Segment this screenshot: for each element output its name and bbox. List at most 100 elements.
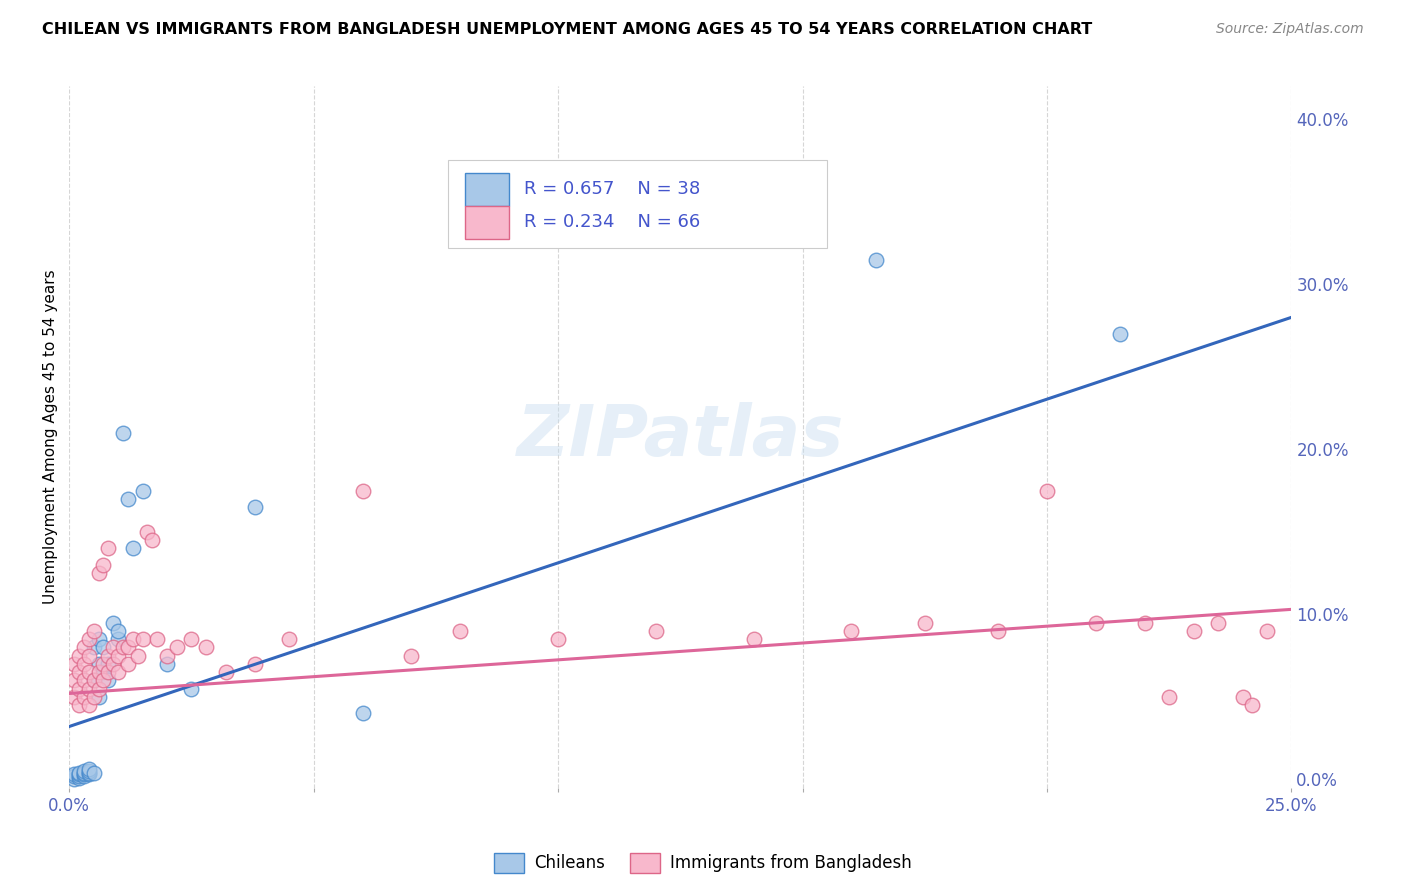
Point	[841, 624, 863, 638]
Point	[1084, 615, 1107, 630]
Point	[215, 665, 238, 679]
Point	[83, 690, 105, 704]
Point	[63, 673, 86, 688]
Point	[1241, 698, 1264, 712]
Point	[93, 665, 115, 679]
Point	[83, 624, 105, 638]
Point	[111, 425, 134, 440]
Point	[63, 657, 86, 671]
Point	[73, 657, 96, 671]
Point	[87, 657, 110, 671]
Point	[914, 615, 936, 630]
Point	[1036, 483, 1059, 498]
Point	[87, 665, 110, 679]
FancyBboxPatch shape	[465, 173, 509, 206]
Point	[136, 524, 159, 539]
Point	[547, 632, 569, 646]
Point	[121, 632, 143, 646]
Point	[93, 558, 115, 572]
Point	[83, 673, 105, 688]
Point	[67, 771, 90, 785]
Point	[107, 632, 129, 646]
Point	[77, 698, 100, 712]
Point	[1159, 690, 1181, 704]
Point	[131, 632, 153, 646]
Point	[243, 500, 266, 514]
Point	[67, 648, 90, 663]
Point	[103, 615, 125, 630]
Point	[77, 665, 100, 679]
Text: Source: ZipAtlas.com: Source: ZipAtlas.com	[1216, 22, 1364, 37]
Point	[83, 765, 105, 780]
Point	[73, 769, 96, 783]
Point	[77, 763, 100, 777]
Text: R = 0.234    N = 66: R = 0.234 N = 66	[524, 213, 700, 231]
Point	[121, 541, 143, 556]
Point	[87, 690, 110, 704]
Point	[77, 767, 100, 781]
Point	[1109, 326, 1132, 341]
Point	[166, 640, 188, 655]
Point	[141, 533, 163, 547]
Point	[156, 648, 179, 663]
Point	[645, 624, 668, 638]
Point	[83, 673, 105, 688]
Point	[93, 640, 115, 655]
Point	[117, 657, 139, 671]
Point	[93, 673, 115, 688]
Point	[67, 698, 90, 712]
Point	[352, 706, 374, 721]
Text: ZIPatlas: ZIPatlas	[516, 402, 844, 472]
Point	[180, 632, 202, 646]
Point	[103, 640, 125, 655]
Point	[73, 764, 96, 778]
Point	[107, 624, 129, 638]
Point	[865, 252, 887, 267]
Point	[97, 541, 120, 556]
Point	[77, 681, 100, 696]
Point	[73, 690, 96, 704]
FancyBboxPatch shape	[465, 205, 509, 239]
Point	[77, 764, 100, 778]
Point	[77, 648, 100, 663]
Point	[63, 772, 86, 787]
Point	[73, 767, 96, 781]
Point	[352, 483, 374, 498]
Point	[107, 648, 129, 663]
Point	[146, 632, 169, 646]
Point	[87, 632, 110, 646]
Point	[63, 769, 86, 783]
Point	[1133, 615, 1156, 630]
Point	[117, 491, 139, 506]
FancyBboxPatch shape	[449, 160, 827, 248]
Point	[77, 632, 100, 646]
Point	[1232, 690, 1254, 704]
Point	[97, 648, 120, 663]
Point	[127, 648, 149, 663]
Point	[1206, 615, 1229, 630]
Point	[107, 665, 129, 679]
Point	[87, 566, 110, 580]
Y-axis label: Unemployment Among Ages 45 to 54 years: Unemployment Among Ages 45 to 54 years	[44, 269, 58, 604]
Point	[73, 765, 96, 780]
Point	[117, 640, 139, 655]
Point	[97, 657, 120, 671]
Point	[77, 765, 100, 780]
Point	[63, 767, 86, 781]
Point	[63, 690, 86, 704]
Point	[131, 483, 153, 498]
Point	[73, 640, 96, 655]
Legend: Chileans, Immigrants from Bangladesh: Chileans, Immigrants from Bangladesh	[488, 847, 918, 880]
Point	[156, 657, 179, 671]
Point	[1256, 624, 1278, 638]
Point	[401, 648, 423, 663]
Point	[67, 765, 90, 780]
Point	[97, 673, 120, 688]
Point	[243, 657, 266, 671]
Point	[97, 665, 120, 679]
Point	[67, 665, 90, 679]
Point	[449, 624, 471, 638]
Point	[67, 769, 90, 783]
Point	[93, 657, 115, 671]
Text: CHILEAN VS IMMIGRANTS FROM BANGLADESH UNEMPLOYMENT AMONG AGES 45 TO 54 YEARS COR: CHILEAN VS IMMIGRANTS FROM BANGLADESH UN…	[42, 22, 1092, 37]
